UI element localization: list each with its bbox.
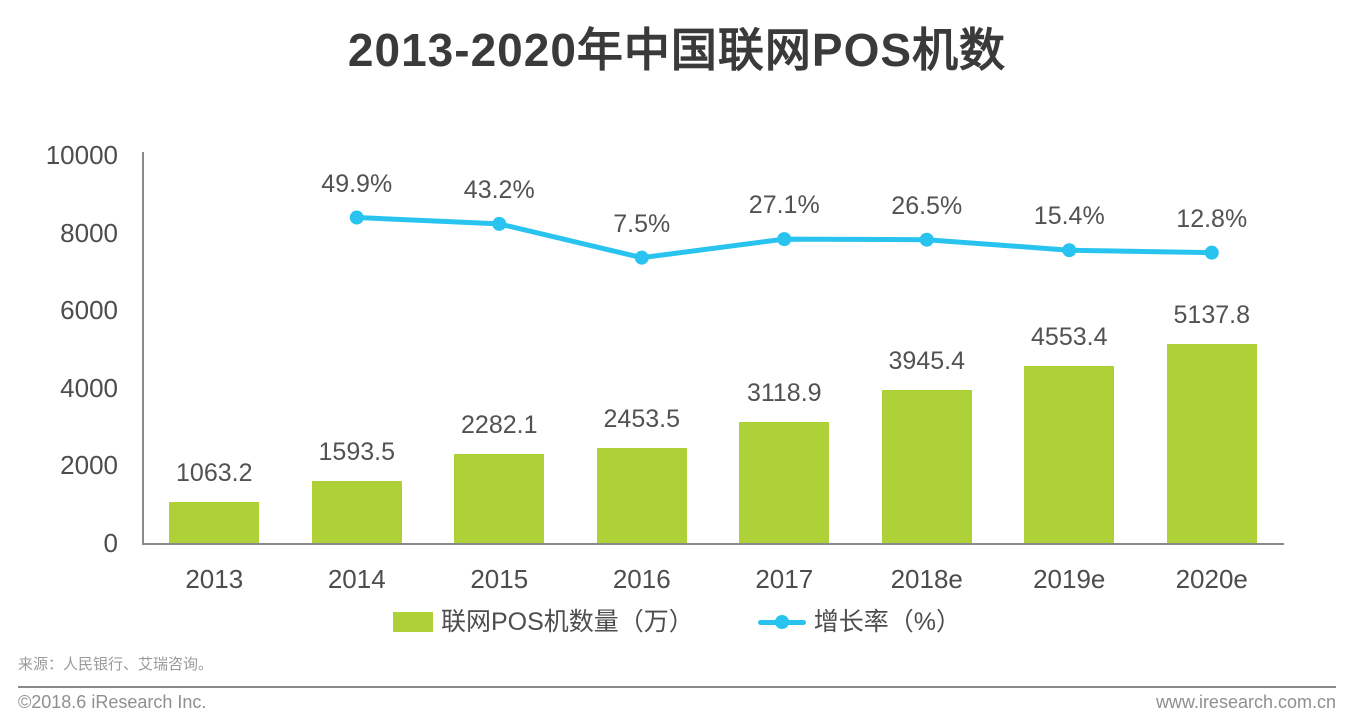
growth-line-point	[1204, 245, 1219, 260]
legend-line-swatch-icon	[757, 612, 806, 632]
legend-label: 增长率（%）	[813, 608, 962, 636]
y-tick-label: 4000	[60, 372, 118, 403]
footer-divider	[18, 686, 1336, 688]
bar	[311, 481, 402, 543]
growth-line-point	[492, 216, 507, 231]
x-axis-label: 2014	[327, 564, 386, 594]
x-axis-label: 2017	[755, 564, 814, 594]
growth-rate-value-label: 15.4%	[1033, 202, 1105, 231]
legend-item: 联网POS机数量（万）	[392, 607, 694, 637]
y-axis-line	[142, 152, 144, 544]
x-axis-label: 2016	[612, 564, 671, 594]
growth-line-point	[349, 210, 364, 225]
y-tick-label: 8000	[60, 217, 118, 248]
bar	[596, 447, 687, 543]
website-url: www.iresearch.com.cn	[1155, 692, 1336, 712]
bar	[739, 421, 830, 543]
growth-rate-value-label: 27.1%	[748, 191, 820, 220]
bar	[169, 501, 260, 543]
bar-value-label: 1593.5	[318, 438, 395, 467]
x-axis-label: 2019e	[1033, 564, 1106, 594]
bar-value-label: 2282.1	[461, 411, 538, 440]
bar	[881, 389, 972, 543]
growth-rate-value-label: 43.2%	[463, 175, 535, 204]
legend-item: 增长率（%）	[757, 607, 962, 637]
bar-value-label: 3118.9	[746, 378, 822, 407]
y-tick-label: 10000	[45, 140, 118, 170]
growth-line-point	[1062, 243, 1077, 258]
legend-bar-swatch-icon	[392, 612, 433, 632]
growth-line-point	[919, 232, 934, 247]
growth-rate-value-label: 7.5%	[613, 209, 671, 238]
growth-rate-value-label: 12.8%	[1176, 204, 1248, 233]
bar	[1024, 366, 1115, 543]
bar-value-label: 1063.2	[176, 458, 253, 487]
y-tick-label: 6000	[60, 295, 118, 326]
x-axis-label: 2020e	[1175, 564, 1248, 594]
y-tick-label: 0	[103, 528, 118, 558]
bar-value-label: 4553.4	[1031, 323, 1108, 352]
y-tick-label: 2000	[60, 450, 118, 481]
footer: ©2018.6 iResearch Inc. www.iresearch.com…	[18, 692, 1336, 713]
x-axis-line	[142, 543, 1284, 545]
bar-value-label: 5137.8	[1173, 300, 1250, 329]
bar-value-label: 2453.5	[603, 404, 680, 433]
x-axis-label: 2018e	[890, 564, 963, 594]
bar	[1166, 343, 1257, 543]
chart-legend: 联网POS机数量（万） 增长率（%）	[0, 607, 1354, 637]
legend-label: 联网POS机数量（万）	[440, 608, 694, 636]
x-axis-label: 2015	[470, 564, 529, 594]
chart-title: 2013-2020年中国联网POS机数	[347, 24, 1007, 76]
x-axis-label: 2013	[185, 564, 244, 594]
source-note: 来源：人民银行、艾瑞咨询。	[18, 656, 214, 673]
growth-rate-value-label: 26.5%	[891, 191, 963, 220]
bar-value-label: 3945.4	[888, 346, 965, 375]
growth-rate-value-label: 49.9%	[321, 169, 393, 198]
bar	[454, 454, 545, 543]
copyright-text: ©2018.6 iResearch Inc.	[18, 692, 207, 712]
growth-line-point	[634, 250, 649, 265]
growth-line-point	[777, 232, 792, 247]
